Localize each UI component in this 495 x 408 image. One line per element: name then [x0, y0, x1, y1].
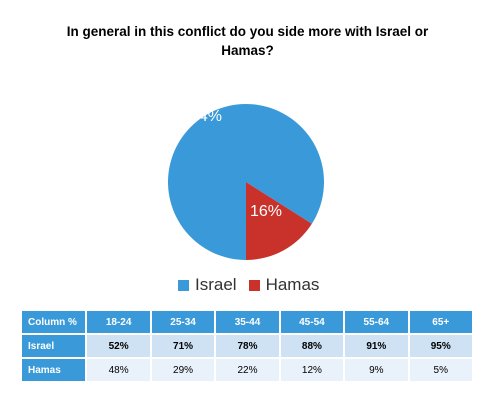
age-breakdown-table: Column % 18-24 25-34 35-44 45-54 55-64 65+ Is… — [22, 311, 475, 383]
legend: Israel Hamas — [178, 275, 331, 295]
pie-slice-hamas — [246, 182, 312, 260]
column-header: 45-54 — [279, 311, 346, 335]
column-header: 65+ — [408, 311, 475, 335]
table-cell: 71% — [150, 334, 217, 359]
column-header: 55-64 — [344, 311, 410, 335]
pie-slice-israel — [168, 104, 324, 260]
table-corner-header: Column % — [22, 311, 88, 335]
table-cell: 78% — [215, 334, 281, 359]
column-header: 25-34 — [150, 311, 217, 335]
table-cell: 12% — [279, 358, 346, 383]
row-header: Israel — [22, 334, 88, 359]
legend-swatch — [178, 279, 189, 291]
pie-label-israel: 84% — [190, 108, 222, 125]
legend-label: Hamas — [265, 275, 320, 294]
legend-item-hamas: Hamas — [248, 275, 320, 295]
legend-swatch — [248, 279, 260, 291]
table-cell: 29% — [150, 358, 217, 383]
table-cell: 95% — [408, 334, 475, 359]
table-cell: 9% — [344, 358, 410, 383]
table-row: Israel 52% 71% 78% 88% 91% 95% — [22, 334, 475, 359]
table-cell: 91% — [344, 334, 410, 359]
legend-label: Israel — [195, 275, 237, 294]
column-header: 35-44 — [215, 311, 281, 335]
table-cell: 52% — [86, 334, 152, 359]
row-header: Hamas — [22, 358, 88, 383]
column-header: 18-24 — [86, 311, 152, 335]
legend-item-israel: Israel — [178, 275, 237, 295]
pie-label-hamas: 16% — [250, 203, 282, 220]
table-cell: 48% — [86, 358, 152, 383]
pie-chart: 84% 16% — [168, 104, 324, 260]
table-cell: 88% — [279, 334, 346, 359]
table-cell: 22% — [215, 358, 281, 383]
table-cell: 5% — [408, 358, 475, 383]
table-header-row: Column % 18-24 25-34 35-44 45-54 55-64 65+ — [22, 311, 475, 335]
table-row: Hamas 48% 29% 22% 12% 9% 5% — [22, 358, 475, 383]
chart-title: In general in this conflict do you side … — [66, 24, 429, 58]
